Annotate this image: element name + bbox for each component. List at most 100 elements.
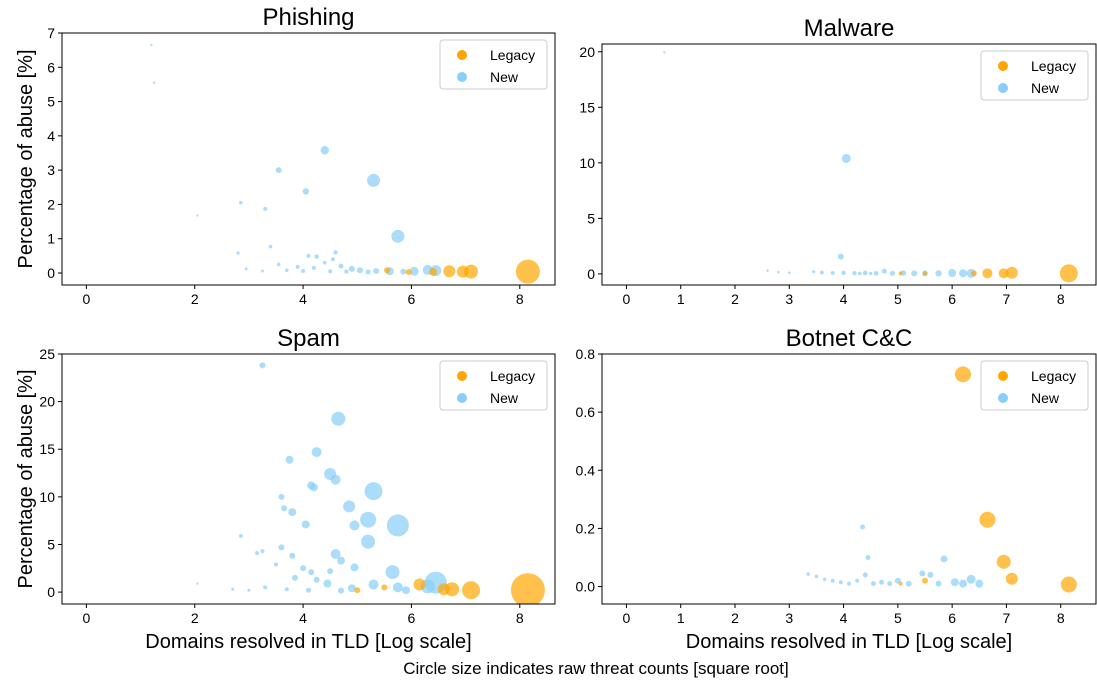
point-new xyxy=(278,544,285,551)
legend-label: Legacy xyxy=(1031,58,1076,74)
legend: Legacy New xyxy=(439,360,548,411)
point-new xyxy=(927,571,934,578)
point-new xyxy=(966,574,976,584)
x-tick-label: 0 xyxy=(82,610,90,626)
x-tick-label: 6 xyxy=(948,610,956,626)
point-new xyxy=(309,483,318,492)
point-new xyxy=(343,500,356,513)
y-tick-label: 0 xyxy=(47,265,55,281)
point-new xyxy=(392,582,403,593)
y-tick-label: 2 xyxy=(47,196,55,212)
point-new xyxy=(306,253,311,258)
point-new xyxy=(278,493,285,500)
point-new xyxy=(263,585,268,590)
point-new xyxy=(322,260,327,265)
point-new xyxy=(959,579,967,588)
point-legacy xyxy=(979,511,996,528)
point-new xyxy=(948,269,957,278)
y-tick-label: 0.0 xyxy=(576,579,596,595)
point-new xyxy=(331,411,346,426)
y-tick-label: 5 xyxy=(47,94,55,110)
x-tick-label: 0 xyxy=(623,610,631,626)
point-new xyxy=(819,270,824,275)
y-tick-label: 0.8 xyxy=(576,346,596,362)
point-legacy xyxy=(354,587,361,594)
point-new xyxy=(367,173,381,187)
x-tick-label: 0 xyxy=(623,291,631,307)
point-new xyxy=(847,581,851,586)
legend: Legacy New xyxy=(439,39,548,90)
x-tick-label: 3 xyxy=(785,291,793,307)
legend-label: New xyxy=(490,390,519,406)
point-new xyxy=(911,270,918,277)
point-new xyxy=(386,514,409,537)
axes-frame xyxy=(61,353,556,605)
y-tick-label: 1 xyxy=(47,231,55,247)
point-new xyxy=(323,579,332,588)
point-new xyxy=(338,263,344,269)
point-legacy xyxy=(405,268,412,275)
x-tick-label: 1 xyxy=(677,610,685,626)
point-legacy xyxy=(510,573,545,604)
y-tick-label: 6 xyxy=(47,59,55,75)
point-legacy xyxy=(998,268,1009,279)
panel-1: Malware 0 1 2 3 4 5 6 7 8 0 5 10 15 20 Legacy New xyxy=(579,15,1097,307)
point-new xyxy=(295,264,300,269)
x-tick-label: 5 xyxy=(894,291,902,307)
point-new xyxy=(238,200,243,205)
point-new xyxy=(364,482,383,501)
y-tick-label: 5 xyxy=(587,210,595,226)
point-legacy xyxy=(437,583,450,596)
x-axis-label: Domains resolved in TLD [Log scale] xyxy=(145,631,471,653)
y-tick-label: 20 xyxy=(39,394,55,410)
point-legacy xyxy=(1059,264,1078,283)
point-new xyxy=(247,588,251,592)
axes-frame xyxy=(601,43,1097,286)
point-new xyxy=(940,555,948,563)
point-new xyxy=(320,146,329,155)
point-new xyxy=(935,580,942,587)
legend-marker-legacy xyxy=(457,50,467,60)
x-tick-label: 8 xyxy=(516,610,524,626)
point-new xyxy=(196,582,199,585)
point-new xyxy=(255,551,260,556)
x-tick-label: 7 xyxy=(1003,291,1011,307)
legend-label: New xyxy=(1031,390,1060,406)
point-new xyxy=(289,552,296,559)
panel-0: Phishing Percentage of abuse [%] 0 2 4 6 8 0 1 2 3… xyxy=(15,4,556,307)
legend-marker-new xyxy=(457,72,467,82)
point-new xyxy=(365,269,371,275)
legend-label: Legacy xyxy=(1031,368,1076,384)
point-new xyxy=(865,554,871,560)
point-new xyxy=(330,257,335,262)
point-new xyxy=(830,271,835,276)
legend: Legacy New xyxy=(980,360,1089,411)
point-new xyxy=(291,574,298,581)
point-legacy xyxy=(1005,572,1018,585)
point-new xyxy=(300,565,307,572)
x-tick-label: 0 xyxy=(82,291,90,307)
point-new xyxy=(409,266,419,276)
point-new xyxy=(830,578,835,583)
point-new xyxy=(889,270,895,276)
y-tick-label: 0.2 xyxy=(576,520,596,536)
point-new xyxy=(259,362,266,369)
legend-label: Legacy xyxy=(490,47,535,63)
panel-3: Botnet C&C Domains resolved in TLD [Log s… xyxy=(576,325,1097,653)
point-new xyxy=(852,271,857,276)
point-new xyxy=(236,251,240,255)
point-new xyxy=(855,578,860,583)
legend-label: Legacy xyxy=(490,368,535,384)
y-tick-label: 3 xyxy=(47,162,55,178)
y-tick-label: 4 xyxy=(47,128,55,144)
point-new xyxy=(348,265,355,272)
y-tick-label: 0 xyxy=(47,584,55,600)
legend-marker-new xyxy=(457,393,467,403)
x-tick-label: 8 xyxy=(1057,610,1065,626)
panel-title: Malware xyxy=(804,15,895,42)
point-new xyxy=(777,270,780,274)
point-new xyxy=(330,474,341,485)
point-new xyxy=(327,568,334,575)
y-tick-label: 7 xyxy=(47,25,55,41)
x-tick-label: 4 xyxy=(840,291,848,307)
